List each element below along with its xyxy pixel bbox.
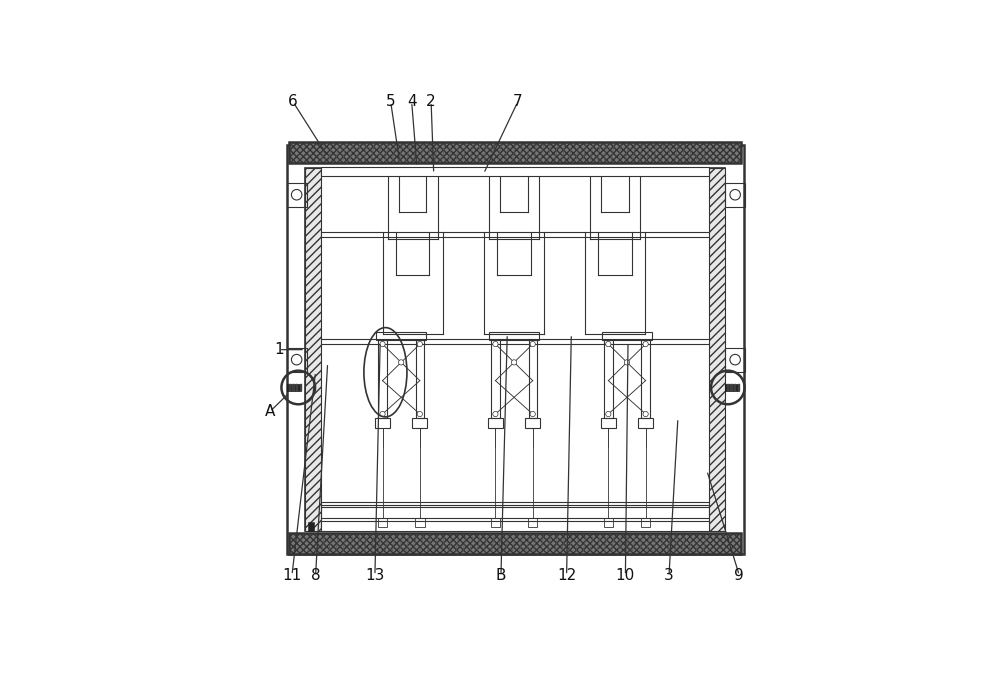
Bar — [289, 384, 291, 391]
Text: 6: 6 — [288, 94, 298, 109]
Bar — [525, 418, 540, 428]
Bar — [296, 384, 298, 391]
Bar — [489, 332, 539, 340]
Bar — [321, 505, 709, 518]
Circle shape — [643, 411, 648, 417]
Circle shape — [417, 411, 422, 417]
Bar — [289, 143, 741, 163]
Circle shape — [606, 342, 611, 346]
Circle shape — [606, 411, 611, 417]
Bar — [321, 521, 709, 531]
Bar — [491, 340, 500, 418]
Text: 7: 7 — [513, 94, 523, 109]
Bar — [305, 168, 725, 531]
Bar — [725, 384, 739, 391]
Text: A: A — [265, 404, 275, 419]
Bar — [415, 518, 425, 527]
Bar — [730, 384, 733, 391]
Bar — [300, 384, 302, 391]
Text: 5: 5 — [386, 94, 395, 109]
Circle shape — [380, 342, 385, 346]
Bar — [528, 518, 537, 527]
Bar — [604, 518, 613, 527]
Text: 8: 8 — [311, 568, 320, 583]
Circle shape — [493, 342, 498, 346]
Bar — [601, 418, 616, 428]
Bar — [491, 518, 500, 527]
Circle shape — [417, 342, 422, 346]
Text: 3: 3 — [664, 568, 674, 583]
Text: B: B — [496, 568, 506, 583]
Text: 4: 4 — [407, 94, 416, 109]
Bar — [321, 167, 709, 177]
Text: 9: 9 — [734, 568, 744, 583]
Bar — [602, 332, 652, 340]
Bar — [638, 418, 653, 428]
Circle shape — [643, 342, 648, 346]
Bar — [725, 348, 745, 372]
Bar — [289, 533, 741, 554]
Circle shape — [624, 359, 630, 365]
Bar — [641, 518, 650, 527]
Bar — [292, 384, 295, 391]
Bar — [529, 340, 537, 418]
Bar — [734, 384, 736, 391]
Text: 11: 11 — [282, 568, 302, 583]
Bar — [378, 340, 387, 418]
Bar — [604, 340, 613, 418]
Bar — [641, 340, 650, 418]
Bar — [375, 418, 390, 428]
Text: 1: 1 — [274, 342, 284, 357]
Text: 10: 10 — [616, 568, 635, 583]
Bar — [727, 384, 729, 391]
Circle shape — [493, 411, 498, 417]
Circle shape — [399, 359, 404, 365]
Bar — [738, 384, 740, 391]
Bar — [287, 384, 301, 391]
Bar — [287, 348, 307, 372]
Bar — [725, 183, 745, 207]
Circle shape — [380, 411, 385, 417]
Text: 12: 12 — [557, 568, 576, 583]
Bar — [287, 183, 307, 207]
Text: 13: 13 — [365, 568, 385, 583]
Bar — [412, 418, 427, 428]
Circle shape — [530, 342, 535, 346]
Circle shape — [511, 359, 517, 365]
Bar — [305, 168, 321, 531]
Bar — [308, 522, 314, 531]
Bar — [709, 168, 725, 531]
Bar — [287, 145, 744, 554]
Bar — [378, 518, 387, 527]
Text: 2: 2 — [426, 94, 436, 109]
Bar — [416, 340, 424, 418]
Circle shape — [530, 411, 535, 417]
Bar — [376, 332, 426, 340]
Bar — [488, 418, 503, 428]
